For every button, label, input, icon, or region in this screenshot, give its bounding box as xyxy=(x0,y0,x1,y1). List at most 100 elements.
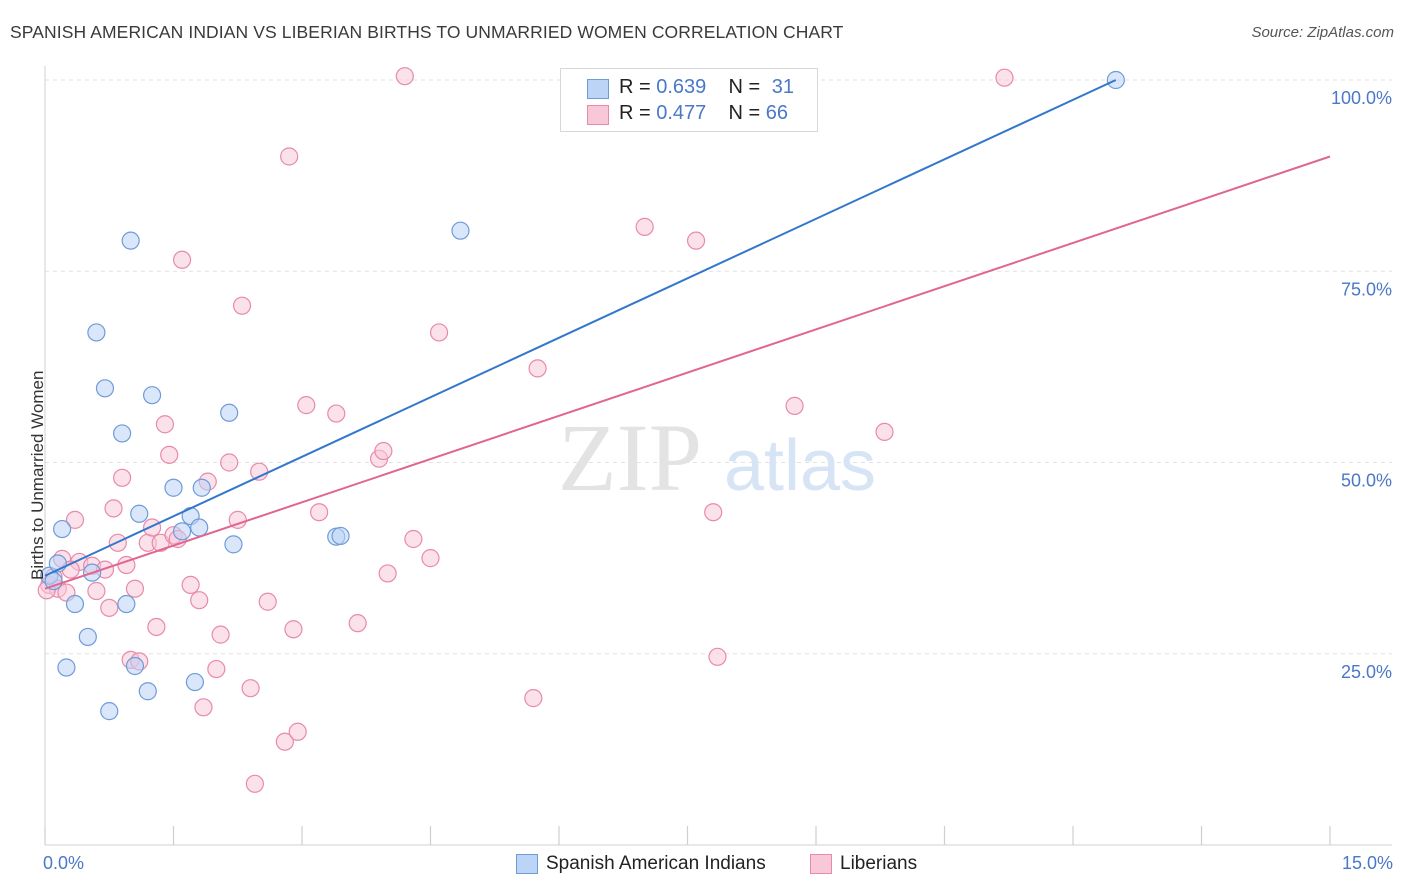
spanish-american-indians-point xyxy=(331,526,350,546)
y-tick-label: 25.0% xyxy=(1341,662,1392,682)
liberians-point xyxy=(524,689,543,708)
liberians-point xyxy=(275,732,294,751)
liberians-point xyxy=(211,625,230,644)
tick-labels: 25.0% 50.0% 75.0% 100.0% 0.0% 15.0% xyxy=(43,88,1393,873)
liberians-point xyxy=(194,698,213,717)
spanish-american-indians-point xyxy=(121,231,140,250)
liberians-point xyxy=(207,659,226,679)
liberians-point xyxy=(100,598,119,617)
liberians-point xyxy=(421,549,440,568)
liberians-point xyxy=(65,510,85,529)
liberians-point xyxy=(112,468,132,487)
spanish-american-indians-point xyxy=(95,379,115,398)
liberians-point xyxy=(245,774,264,793)
liberians-point xyxy=(429,323,449,342)
legend-swatch-pink xyxy=(810,854,832,874)
spanish-american-indians-point xyxy=(224,535,243,554)
liberians-point xyxy=(686,231,706,250)
liberians-point xyxy=(125,579,145,598)
liberians-point xyxy=(995,68,1014,87)
watermark-atlas: atlas xyxy=(724,426,876,506)
liberians-point xyxy=(404,529,423,549)
liberians-point xyxy=(875,422,894,441)
liberians-point xyxy=(258,592,277,611)
liberians-point xyxy=(147,617,166,637)
legend-r-label: R = xyxy=(619,76,657,98)
liberians-point xyxy=(104,499,123,518)
spanish-american-indians-point xyxy=(142,386,162,405)
spanish-american-indians-point xyxy=(112,424,132,443)
chart-title: SPANISH AMERICAN INDIAN VS LIBERIAN BIRT… xyxy=(10,22,844,42)
legend-n-value: 31 xyxy=(771,76,795,98)
liberians-point xyxy=(310,503,329,522)
spanish-american-indians-point xyxy=(87,323,106,342)
legend-n-value: 66 xyxy=(765,102,789,124)
gridlines xyxy=(45,79,1392,655)
spanish-american-indians-point xyxy=(164,478,183,497)
liberians-point xyxy=(87,581,106,601)
liberians-point xyxy=(228,510,247,529)
liberians-point xyxy=(142,518,162,537)
liberians-point xyxy=(284,620,303,639)
liberians-point xyxy=(297,396,316,415)
liberians-point xyxy=(348,614,367,633)
axes xyxy=(44,66,1392,846)
liberians-point xyxy=(704,503,723,522)
liberians-point xyxy=(232,296,252,315)
spanish-american-indians-point xyxy=(138,682,157,701)
trend-lines xyxy=(44,79,1331,590)
liberians-point xyxy=(378,564,397,583)
spanish-american-indians-point xyxy=(192,478,211,497)
legend-n-label: N = xyxy=(728,102,766,124)
watermark-zip: ZIP xyxy=(558,404,702,511)
legend-r-value: 0.639 xyxy=(656,76,707,98)
legend-r-label: R = xyxy=(619,102,657,124)
spanish-american-indians-point xyxy=(220,403,239,422)
legend-swatch-blue xyxy=(587,79,609,99)
legend-r-value: 0.477 xyxy=(656,102,707,124)
liberians-point xyxy=(528,359,547,378)
spanish-american-indians-point xyxy=(53,519,72,539)
y-tick-label: 75.0% xyxy=(1341,279,1392,299)
liberians-points xyxy=(37,67,1014,793)
spanish-american-indians-point xyxy=(125,656,145,676)
spanish-american-indians-point xyxy=(130,504,149,523)
spanish-american-indians-point xyxy=(172,522,192,541)
legend-swatch-blue xyxy=(516,854,538,874)
liberians-point xyxy=(155,415,175,434)
legend-label: Liberians xyxy=(840,853,918,874)
y-tick-label: 50.0% xyxy=(1341,471,1392,491)
spanish-american-indians-point xyxy=(185,672,205,692)
spanish-american-indians-point xyxy=(78,627,97,647)
liberians-point xyxy=(395,67,414,86)
liberians-point xyxy=(635,217,654,236)
liberians-point xyxy=(241,679,260,698)
legend-label: Spanish American Indians xyxy=(546,853,766,874)
liberians-point xyxy=(288,722,307,741)
x-tick-label: 0.0% xyxy=(43,853,84,873)
source-label: Source: ZipAtlas.com xyxy=(1251,24,1394,41)
spanish-american-indians-point xyxy=(117,594,136,614)
y-tick-label: 100.0% xyxy=(1331,88,1392,108)
liberians-point xyxy=(374,441,393,461)
spanish-american-indians-trend-line xyxy=(44,79,1117,577)
spanish-american-indians-point xyxy=(190,518,209,537)
spanish-american-indians-point xyxy=(57,658,76,677)
liberians-point xyxy=(708,647,727,666)
legend-n-label: N = xyxy=(728,76,766,98)
y-axis-label: Births to Unmarried Women xyxy=(28,370,47,580)
legend-swatch-pink xyxy=(587,105,609,125)
x-tick-label: 15.0% xyxy=(1342,853,1393,873)
spanish-american-indians-point xyxy=(451,221,470,240)
liberians-point xyxy=(172,250,192,269)
spanish-american-indians-points xyxy=(40,70,1125,721)
spanish-american-indians-point xyxy=(65,594,85,614)
liberians-point xyxy=(160,445,179,464)
liberians-point xyxy=(181,575,200,595)
liberians-point xyxy=(220,453,239,472)
liberians-point xyxy=(785,396,804,415)
liberians-point xyxy=(327,404,346,423)
correlation-legend: R = 0.639 N = 31 R = 0.477 N = 66 xyxy=(560,68,818,132)
liberians-trend-line xyxy=(44,155,1331,590)
